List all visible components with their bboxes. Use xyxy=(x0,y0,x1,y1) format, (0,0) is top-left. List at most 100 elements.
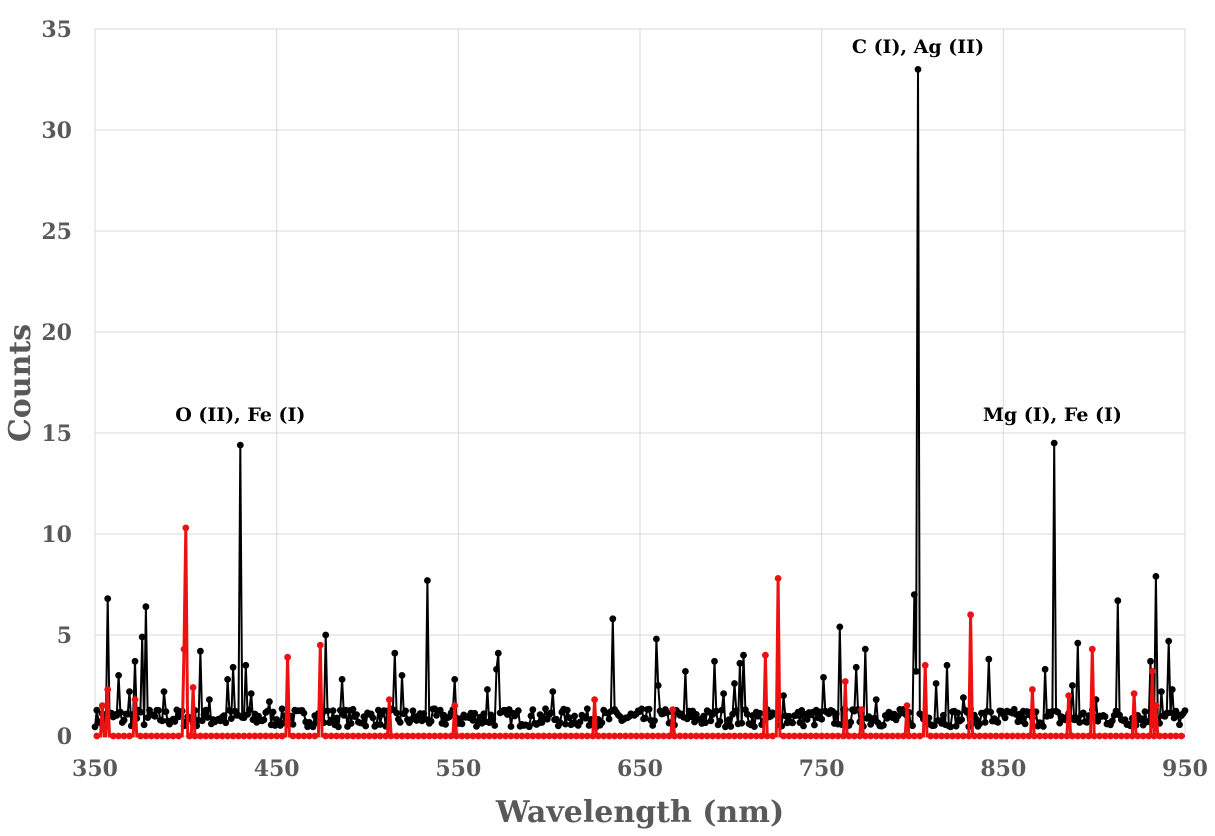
y-tick-label: 25 xyxy=(41,219,72,245)
data-point-black xyxy=(583,705,591,713)
data-point-black xyxy=(663,709,671,716)
x-tick-label: 450 xyxy=(254,756,300,782)
data-point-black xyxy=(353,711,360,718)
data-point-red xyxy=(687,732,695,740)
data-point-black xyxy=(142,603,150,611)
data-point-red xyxy=(1063,732,1071,740)
data-point-red xyxy=(382,732,390,740)
data-point-red xyxy=(943,732,951,740)
data-point-black xyxy=(206,696,213,703)
data-point-red xyxy=(840,732,847,740)
data-point-black xyxy=(115,672,122,679)
peak-annotation: C (I), Ag (II) xyxy=(852,36,984,58)
data-point-black xyxy=(653,635,660,643)
data-point-red xyxy=(180,645,188,653)
data-point-red xyxy=(115,732,122,740)
data-point-black xyxy=(914,66,922,73)
data-point-black xyxy=(642,714,649,722)
data-point-red xyxy=(529,732,537,740)
data-point-black xyxy=(743,710,751,718)
data-point-red xyxy=(927,732,935,740)
data-point-red xyxy=(189,684,197,691)
data-point-black xyxy=(222,719,230,727)
data-point-black xyxy=(811,721,818,729)
data-point-red xyxy=(910,732,918,740)
data-point-red xyxy=(992,732,1000,740)
data-point-black xyxy=(958,716,965,723)
data-point-red xyxy=(1058,732,1065,740)
data-point-black xyxy=(391,649,399,657)
data-point-black xyxy=(605,715,613,723)
data-point-black xyxy=(910,591,918,598)
data-point-red xyxy=(496,732,504,740)
data-point-black xyxy=(480,710,488,718)
data-point-red xyxy=(98,702,106,710)
data-point-black xyxy=(335,723,342,731)
data-point-black xyxy=(220,712,228,720)
data-point-red xyxy=(1003,732,1011,740)
data-point-black xyxy=(598,719,606,727)
data-point-red xyxy=(725,732,733,740)
data-point-black xyxy=(981,719,989,726)
data-point-red xyxy=(1096,732,1103,740)
data-point-black xyxy=(151,713,159,720)
data-point-red xyxy=(736,732,744,740)
data-point-red xyxy=(698,732,706,740)
data-point-red xyxy=(823,732,831,740)
data-point-red xyxy=(322,732,330,740)
data-point-red xyxy=(1101,732,1109,740)
data-point-black xyxy=(1147,657,1154,665)
data-point-red xyxy=(1148,668,1156,675)
data-point-red xyxy=(796,732,804,740)
data-point-red xyxy=(611,732,618,740)
data-point-red xyxy=(1178,732,1185,740)
data-point-black xyxy=(514,707,522,714)
data-point-black xyxy=(424,577,431,584)
data-point-black xyxy=(338,676,346,683)
data-point-black xyxy=(609,615,617,623)
data-point-red xyxy=(731,732,738,740)
data-point-red xyxy=(425,732,433,740)
data-point-red xyxy=(834,732,842,740)
data-point-red xyxy=(409,732,417,740)
data-point-red xyxy=(540,732,548,740)
data-point-red xyxy=(616,732,624,740)
data-point-black xyxy=(871,714,878,722)
data-point-red xyxy=(1167,732,1174,740)
data-point-red xyxy=(762,651,769,659)
data-point-black xyxy=(229,663,237,671)
data-point-red xyxy=(1156,732,1163,740)
data-point-red xyxy=(780,732,787,740)
data-point-red xyxy=(605,732,613,740)
data-point-red xyxy=(894,732,902,740)
data-point-red xyxy=(669,706,677,714)
data-point-black xyxy=(1114,597,1122,605)
data-point-black xyxy=(912,668,920,675)
data-point-black xyxy=(820,674,827,681)
data-point-black xyxy=(994,718,1002,726)
data-point-red xyxy=(905,732,913,740)
data-point-black xyxy=(1076,719,1083,726)
data-point-black xyxy=(458,720,466,728)
data-point-black xyxy=(947,723,954,731)
data-point-black xyxy=(329,707,337,715)
data-point-black xyxy=(985,655,993,663)
y-tick-labels: 0 5 10 15 20 25 30 35 xyxy=(41,17,72,750)
data-point-red xyxy=(289,732,297,740)
data-point-red xyxy=(131,696,139,703)
data-point-black xyxy=(1108,717,1116,725)
data-point-red xyxy=(742,732,749,740)
data-point-black xyxy=(491,722,499,729)
data-point-red xyxy=(967,611,974,619)
data-point-black xyxy=(732,707,740,714)
data-point-red xyxy=(256,732,264,740)
data-point-black xyxy=(369,714,377,722)
data-point-black xyxy=(816,708,824,716)
data-point-red xyxy=(393,732,400,740)
y-tick-label: 15 xyxy=(41,421,72,447)
data-point-red xyxy=(785,732,793,740)
data-point-black xyxy=(347,720,355,727)
data-point-red xyxy=(524,732,531,740)
data-point-red xyxy=(720,732,727,740)
